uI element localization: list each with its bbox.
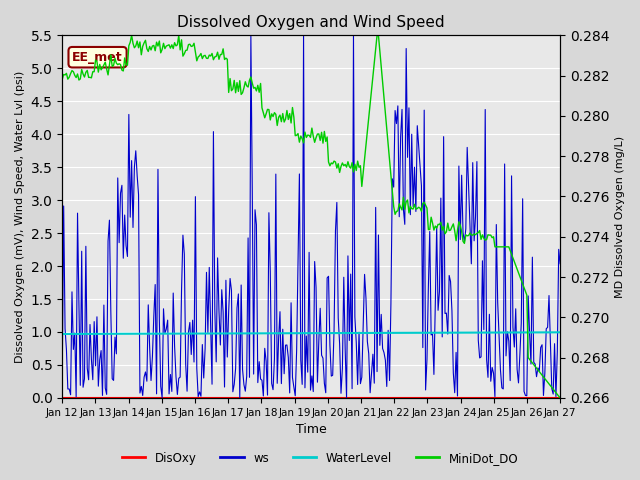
Y-axis label: MD Dissolved Oxygen (mg/L): MD Dissolved Oxygen (mg/L)	[615, 135, 625, 298]
Legend: DisOxy, ws, WaterLevel, MiniDot_DO: DisOxy, ws, WaterLevel, MiniDot_DO	[117, 447, 523, 469]
Y-axis label: Dissolved Oxygen (mV), Wind Speed, Water Lvl (psi): Dissolved Oxygen (mV), Wind Speed, Water…	[15, 71, 25, 363]
Title: Dissolved Oxygen and Wind Speed: Dissolved Oxygen and Wind Speed	[177, 15, 445, 30]
Text: EE_met: EE_met	[72, 51, 123, 64]
X-axis label: Time: Time	[296, 423, 326, 436]
